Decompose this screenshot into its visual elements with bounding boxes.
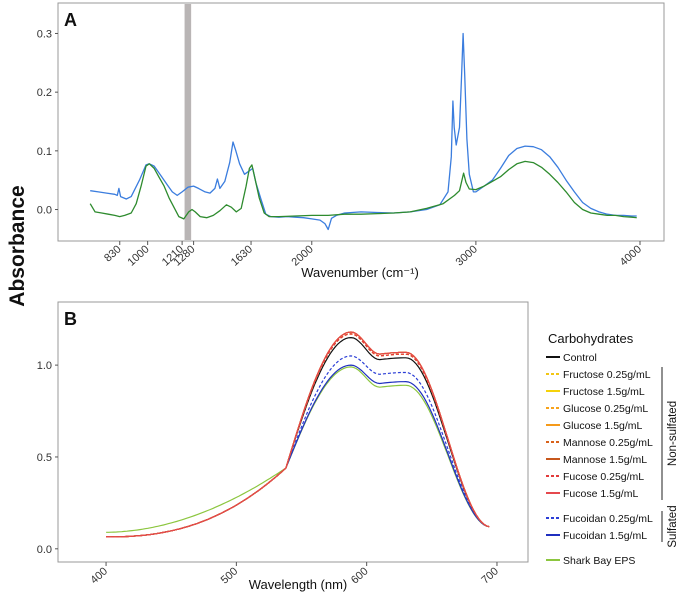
panel-b-y-ticks: 0.0 0.5 1.0 xyxy=(37,360,58,556)
x-tick-label: 1000 xyxy=(125,243,151,268)
y-tick-label: 0.3 xyxy=(37,28,52,40)
panel-b-series xyxy=(106,331,490,538)
legend-title: Carbohydrates xyxy=(548,331,634,346)
legend-item: Control xyxy=(546,352,597,364)
panel-a-x-axis-label: Wavenumber (cm⁻¹) xyxy=(301,265,419,280)
panel-b-x-axis-label: Wavelength (nm) xyxy=(249,577,348,592)
legend-label: Glucose 0.25g/mL xyxy=(563,403,648,415)
spectrum-line-mannose-1-5g-ml xyxy=(106,331,490,538)
x-tick-label: 600 xyxy=(349,565,371,586)
legend-label: Fucose 0.25g/mL xyxy=(563,471,644,483)
y-tick-label: 0.0 xyxy=(37,205,52,217)
spectrum-line-1 xyxy=(90,32,637,231)
legend-item: Fucose 0.25g/mL xyxy=(546,471,644,483)
legend-item: Fructose 0.25g/mL xyxy=(546,369,651,381)
panel-b-frame xyxy=(57,301,529,563)
legend-label: Fucoidan 0.25g/mL xyxy=(563,513,653,525)
panel-b-letter: B xyxy=(64,309,77,329)
x-tick-label: 1630 xyxy=(229,243,255,268)
legend-label: Glucose 1.5g/mL xyxy=(563,420,643,432)
y-tick-label: 1.0 xyxy=(37,360,52,372)
legend-group-label: Non-sulfated xyxy=(667,401,679,466)
x-tick-label: 400 xyxy=(88,565,110,586)
panel-a-y-ticks: 0.0 0.1 0.2 0.3 xyxy=(37,28,58,217)
legend-item: Fucoidan 1.5g/mL xyxy=(546,530,647,542)
spectrum-line-fucose-1-5g-ml xyxy=(106,331,490,538)
legend-item: Fucoidan 0.25g/mL xyxy=(546,513,653,525)
spectrum-line-2 xyxy=(89,160,637,220)
panel-b: B 0.0 0.5 1.0 400 500 600 700 Wavelength (nm) xyxy=(37,301,529,592)
legend-label: Fucoidan 1.5g/mL xyxy=(563,530,647,542)
x-tick-label: 700 xyxy=(479,565,501,586)
x-tick-label: 500 xyxy=(219,565,241,586)
legend-label: Control xyxy=(563,352,597,364)
legend-item: Shark Bay EPS xyxy=(546,555,635,567)
spectrum-line-fucoidan-0-25g-ml xyxy=(106,355,490,538)
spectrum-line-glucose-1-5g-ml xyxy=(106,331,490,538)
legend-label: Shark Bay EPS xyxy=(563,555,635,567)
legend-label: Fructose 1.5g/mL xyxy=(563,386,645,398)
legend-item: Glucose 1.5g/mL xyxy=(546,420,643,432)
legend-label: Mannose 1.5g/mL xyxy=(563,454,647,466)
legend-item: Mannose 1.5g/mL xyxy=(546,454,647,466)
legend-label: Mannose 0.25g/mL xyxy=(563,437,653,449)
panel-a-letter: A xyxy=(64,10,77,30)
spectrum-line-fructose-1-5g-ml xyxy=(106,331,490,538)
legend-label: Fucose 1.5g/mL xyxy=(563,488,638,500)
legend-item: Glucose 0.25g/mL xyxy=(546,403,648,415)
y-tick-label: 0.0 xyxy=(37,544,52,556)
panel-a-frame xyxy=(57,2,665,242)
legend-item: Fructose 1.5g/mL xyxy=(546,386,645,398)
y-axis-label: Absorbance xyxy=(6,185,29,306)
y-tick-label: 0.5 xyxy=(37,452,52,464)
y-tick-label: 0.1 xyxy=(37,146,52,158)
highlight-band xyxy=(184,4,192,240)
legend-group-label: Sulfated xyxy=(667,505,679,547)
x-tick-label: 4000 xyxy=(618,243,644,268)
y-tick-label: 0.2 xyxy=(37,87,52,99)
x-tick-label: 830 xyxy=(102,243,124,264)
panel-a-series xyxy=(89,32,637,231)
legend-label: Fructose 0.25g/mL xyxy=(563,369,651,381)
x-tick-label: 3000 xyxy=(454,243,480,268)
legend-item: Mannose 0.25g/mL xyxy=(546,437,653,449)
legend-item: Fucose 1.5g/mL xyxy=(546,488,638,500)
legend: Carbohydrates Control Fructose 0.25g/mL Fr… xyxy=(546,331,679,567)
